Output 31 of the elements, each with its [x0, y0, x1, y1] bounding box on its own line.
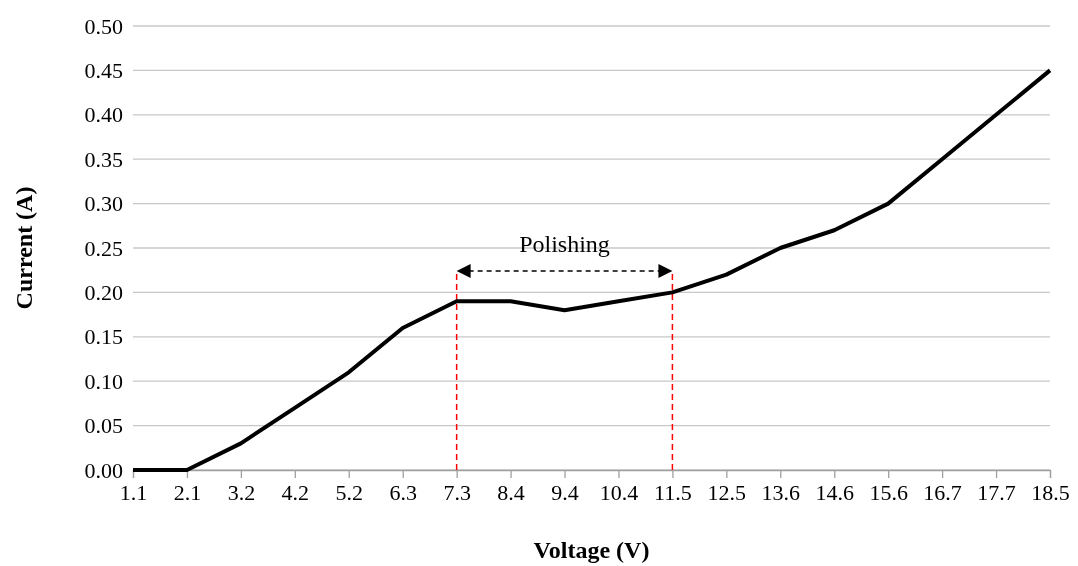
- y-tick-label: 0.50: [84, 13, 123, 39]
- annotation: Polishing: [519, 231, 610, 257]
- x-tick-label: 3.2: [227, 479, 256, 505]
- y-axis-title: Current (A): [11, 186, 37, 310]
- x-tick-label: 13.6: [761, 479, 801, 505]
- x-tick-label: 9.4: [551, 479, 579, 505]
- y-tick-label: 0.40: [84, 102, 123, 128]
- y-tick-label: 0.45: [84, 57, 123, 83]
- x-tick-label: 17.7: [977, 479, 1016, 505]
- x-axis-title: Voltage (V): [533, 537, 650, 563]
- y-tick-label: 0.25: [84, 235, 123, 261]
- x-tick-label: 4.2: [281, 479, 310, 505]
- x-tick-label: 10.4: [599, 479, 639, 505]
- x-tick-label: 8.4: [497, 479, 525, 505]
- x-tick-label: 5.2: [335, 479, 364, 505]
- y-tick-label: 0.20: [84, 279, 123, 305]
- x-tick-label: 16.7: [923, 479, 962, 505]
- x-tick-label: 14.6: [815, 479, 854, 505]
- line-series: [131, 68, 1052, 472]
- y-tick-label: 0.30: [84, 191, 123, 217]
- x-tick-label: 6.3: [389, 479, 417, 505]
- x-tick-label: 18.5: [1031, 479, 1070, 505]
- y-tick-label: 0.10: [84, 368, 123, 394]
- y-tick-label: 0.15: [84, 324, 123, 350]
- x-tick-label: 15.6: [869, 479, 908, 505]
- x-tick-label: 2.1: [173, 479, 202, 505]
- y-tick-label: 0.05: [84, 413, 123, 439]
- y-tick-label: 0.35: [84, 146, 123, 172]
- x-tick-label: 7.3: [443, 479, 471, 505]
- x-tick-label: 11.5: [654, 479, 692, 505]
- x-tick-label: 12.5: [707, 479, 747, 505]
